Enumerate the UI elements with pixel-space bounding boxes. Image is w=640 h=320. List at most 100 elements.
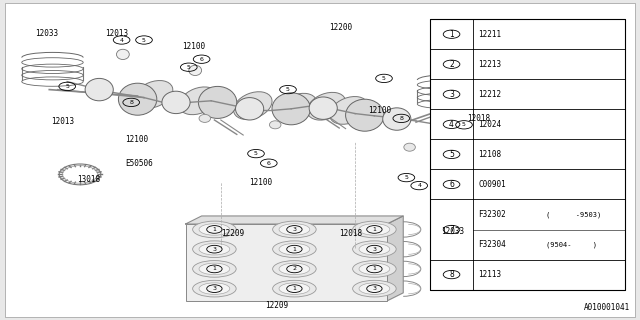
Ellipse shape [279,224,310,235]
Text: 3: 3 [372,247,376,252]
Text: (      -9503): ( -9503) [547,211,602,218]
Ellipse shape [199,283,230,294]
Ellipse shape [162,91,190,114]
Ellipse shape [118,83,157,115]
Ellipse shape [273,280,316,297]
Text: 4: 4 [449,120,454,129]
Text: C00901: C00901 [478,180,506,189]
Text: 12200: 12200 [330,23,353,32]
Text: 5: 5 [449,150,454,159]
Text: 6: 6 [267,161,271,166]
Text: 5: 5 [462,122,466,127]
Ellipse shape [353,260,396,277]
Ellipse shape [199,244,230,255]
Text: 12018: 12018 [467,114,490,123]
Text: 12013: 12013 [51,117,74,126]
Text: 4: 4 [417,183,421,188]
Ellipse shape [279,283,310,294]
Ellipse shape [272,93,310,125]
Bar [430,19,625,290]
Text: 12209: 12209 [266,301,289,310]
Text: 6: 6 [200,57,204,62]
Text: 3: 3 [212,286,216,291]
Text: F32304: F32304 [478,240,506,249]
Ellipse shape [134,81,173,108]
Text: 8: 8 [449,270,454,279]
Text: 1: 1 [212,267,216,271]
Text: 1: 1 [212,227,216,232]
Text: 3: 3 [449,90,454,99]
Polygon shape [387,216,403,301]
Text: 5: 5 [382,76,386,81]
Text: 5: 5 [286,87,290,92]
Text: 2: 2 [292,267,296,271]
Ellipse shape [199,224,230,235]
Ellipse shape [116,49,129,60]
Text: 12033: 12033 [442,228,465,236]
Ellipse shape [353,221,396,238]
Ellipse shape [359,244,390,255]
Text: 3: 3 [212,247,216,252]
Polygon shape [186,216,403,224]
Text: 12100: 12100 [368,106,391,115]
Text: 12100: 12100 [125,135,148,144]
Ellipse shape [273,221,316,238]
Text: 5: 5 [404,175,408,180]
Ellipse shape [346,99,384,131]
Ellipse shape [199,114,211,122]
Text: 12113: 12113 [478,270,501,279]
Ellipse shape [193,260,236,277]
Text: 12033: 12033 [35,29,58,38]
Text: 3: 3 [292,227,296,232]
Text: 12024: 12024 [478,120,501,129]
Ellipse shape [353,241,396,258]
Text: 12100: 12100 [250,178,273,187]
Ellipse shape [359,224,390,235]
Text: 1: 1 [372,227,376,232]
Ellipse shape [309,97,337,119]
Bar [186,224,387,301]
Text: 5: 5 [142,37,146,43]
Text: 6: 6 [449,180,454,189]
Text: 12013: 12013 [106,29,129,38]
Text: 13018: 13018 [77,175,100,184]
Ellipse shape [278,93,317,121]
Ellipse shape [234,92,272,119]
Ellipse shape [307,92,346,120]
Text: 12213: 12213 [478,60,501,69]
Ellipse shape [85,78,113,101]
Ellipse shape [236,98,264,120]
Text: A010001041: A010001041 [584,303,630,312]
Ellipse shape [179,87,218,115]
Text: 2: 2 [449,60,454,69]
Ellipse shape [273,260,316,277]
Text: 5: 5 [187,65,191,70]
Ellipse shape [383,108,411,130]
Text: 12018: 12018 [339,229,362,238]
Ellipse shape [189,65,202,76]
Text: (9504-     ): (9504- ) [547,241,598,248]
Ellipse shape [353,280,396,297]
Text: 5: 5 [65,84,69,89]
Ellipse shape [330,97,368,124]
Ellipse shape [198,86,237,118]
Text: 1: 1 [372,267,376,271]
Text: 8: 8 [399,116,403,121]
Ellipse shape [193,280,236,297]
Text: 1: 1 [449,30,454,39]
Ellipse shape [279,263,310,275]
Ellipse shape [269,121,281,129]
Text: 5: 5 [254,151,258,156]
Text: 1: 1 [292,247,296,252]
Text: 3: 3 [372,286,376,291]
Text: 12209: 12209 [221,229,244,238]
Text: 8: 8 [129,100,133,105]
Text: 12100: 12100 [182,42,205,51]
Text: F32302: F32302 [478,210,506,219]
Text: 12108: 12108 [478,150,501,159]
Text: 7: 7 [449,225,454,234]
Text: 12211: 12211 [478,30,501,39]
Ellipse shape [359,263,390,275]
Ellipse shape [193,241,236,258]
Ellipse shape [273,241,316,258]
